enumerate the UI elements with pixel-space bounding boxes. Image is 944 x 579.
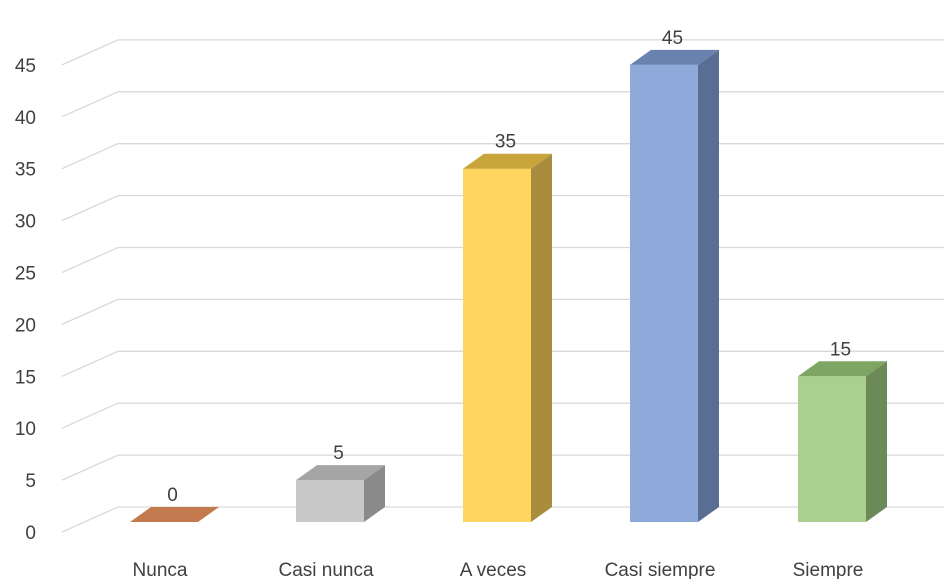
y-tick-label: 0 bbox=[25, 523, 36, 544]
y-axis-ticks: 0 5 10 15 20 25 30 35 40 45 bbox=[15, 56, 36, 544]
bar-a-veces bbox=[463, 153, 552, 522]
x-category-label: Casi nunca bbox=[278, 560, 373, 579]
bar-top bbox=[463, 153, 552, 169]
y-tick-label: 25 bbox=[15, 264, 36, 285]
y-tick-label: 20 bbox=[15, 315, 36, 336]
bar-top bbox=[630, 49, 719, 65]
bar-front bbox=[630, 64, 698, 523]
bar-top bbox=[130, 507, 219, 522]
grid-line bbox=[61, 91, 944, 118]
bar-side bbox=[364, 465, 385, 522]
y-tick-label: 40 bbox=[15, 108, 36, 129]
bar-side bbox=[531, 153, 552, 522]
y-tick-label: 10 bbox=[15, 419, 36, 440]
x-category-label: Casi siempre bbox=[605, 560, 716, 579]
y-tick-label: 30 bbox=[15, 212, 36, 233]
grid-line bbox=[61, 39, 944, 66]
x-category-label: A veces bbox=[460, 560, 527, 579]
bar-top bbox=[798, 361, 887, 377]
y-tick-label: 35 bbox=[15, 160, 36, 181]
y-tick-label: 5 bbox=[25, 471, 36, 492]
bar-side bbox=[698, 49, 719, 523]
x-axis-categories: Nunca Casi nunca A veces Casi siempre Siempr… bbox=[133, 560, 864, 579]
bar-front bbox=[463, 168, 531, 522]
bar-top bbox=[296, 465, 385, 481]
y-tick-label: 45 bbox=[15, 56, 36, 77]
bar-casi-nunca bbox=[296, 465, 385, 522]
data-label: 0 bbox=[167, 485, 178, 506]
bar-casi-siempre bbox=[630, 49, 719, 523]
bars bbox=[130, 49, 887, 523]
data-label: 15 bbox=[830, 339, 851, 360]
bar-siempre bbox=[798, 361, 887, 522]
data-label: 45 bbox=[662, 28, 683, 49]
bar-nunca bbox=[130, 507, 219, 522]
x-category-label: Nunca bbox=[133, 560, 188, 579]
bar-front bbox=[296, 480, 364, 522]
data-label: 35 bbox=[495, 132, 516, 153]
bar-side bbox=[866, 361, 887, 522]
y-tick-label: 15 bbox=[15, 367, 36, 388]
x-category-label: Siempre bbox=[793, 560, 864, 579]
data-labels: 0 5 35 45 15 bbox=[167, 28, 851, 506]
data-label: 5 bbox=[333, 443, 344, 464]
bar-front bbox=[798, 376, 866, 522]
grid bbox=[61, 39, 944, 533]
